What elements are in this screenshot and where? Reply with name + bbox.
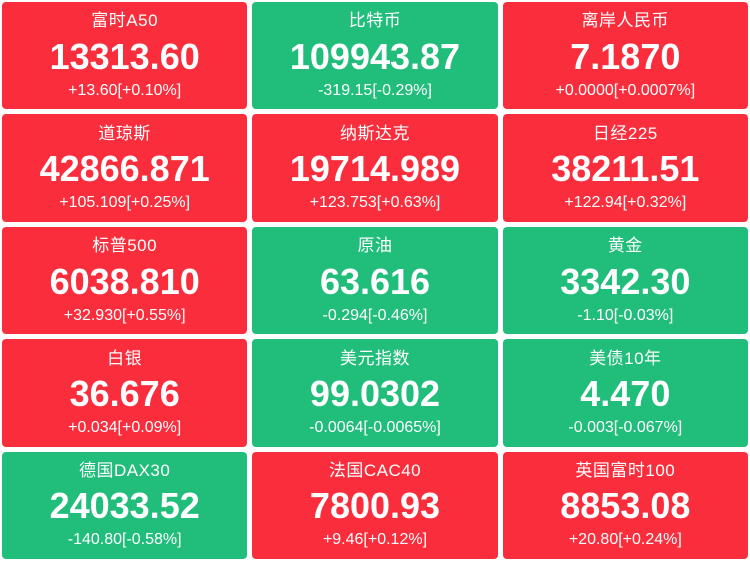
market-tile-13[interactable]: 法国CAC40 7800.93 +9.46[+0.12%] [252, 451, 498, 559]
market-tile-3[interactable]: 道琼斯 42866.871 +105.109[+0.25%] [2, 114, 248, 222]
market-value: 99.0302 [309, 372, 441, 414]
market-tile-1[interactable]: 比特币 109943.87 -319.15[-0.29%] [252, 2, 498, 110]
market-name: 法国CAC40 [328, 460, 422, 480]
market-value: 13313.60 [49, 35, 200, 77]
market-value: 6038.810 [49, 260, 200, 302]
market-value: 19714.989 [289, 148, 461, 190]
market-change: -0.294[-0.46%] [322, 306, 428, 324]
market-change: +105.109[+0.25%] [59, 194, 191, 212]
market-name: 黄金 [607, 236, 643, 256]
market-tile-8[interactable]: 黄金 3342.30 -1.10[-0.03%] [502, 226, 748, 335]
market-value: 36.676 [69, 372, 180, 414]
market-name: 原油 [357, 236, 393, 256]
market-value: 7800.93 [309, 485, 441, 527]
market-tile-9[interactable]: 白银 36.676 +0.034[+0.09%] [2, 339, 248, 447]
market-change: +0.034[+0.09%] [68, 419, 182, 437]
market-change: +20.80[+0.24%] [568, 531, 682, 549]
market-name: 富时A50 [91, 11, 159, 31]
market-name: 比特币 [348, 11, 402, 31]
market-change: -140.80[-0.58%] [67, 531, 182, 549]
market-value: 42866.871 [39, 148, 210, 190]
market-name: 离岸人民币 [581, 11, 670, 31]
market-value: 109943.87 [289, 35, 461, 77]
market-value: 63.616 [319, 260, 431, 302]
market-change: +9.46[+0.12%] [322, 531, 428, 549]
market-name: 标普500 [92, 236, 158, 256]
market-change: +122.94[+0.32%] [564, 194, 687, 212]
market-tile-6[interactable]: 标普500 6038.810 +32.930[+0.55%] [2, 226, 248, 335]
market-tile-4[interactable]: 纳斯达克 19714.989 +123.753[+0.63%] [252, 114, 498, 222]
market-name: 日经225 [592, 123, 658, 143]
market-value: 7.1870 [570, 35, 681, 77]
market-name: 英国富时100 [575, 460, 676, 480]
market-change: +13.60[+0.10%] [68, 81, 182, 99]
market-value: 4.470 [580, 372, 671, 414]
market-change: +123.753[+0.63%] [309, 194, 441, 212]
market-name: 道琼斯 [98, 123, 151, 143]
market-value: 3342.30 [560, 260, 691, 302]
market-value: 24033.52 [49, 485, 200, 527]
market-value: 38211.51 [551, 148, 700, 190]
market-change: -0.0064[-0.0065%] [309, 419, 441, 437]
market-tile-11[interactable]: 美债10年 4.470 -0.003[-0.067%] [502, 339, 748, 447]
market-name: 美债10年 [589, 348, 662, 368]
market-tile-14[interactable]: 英国富时100 8853.08 +20.80[+0.24%] [502, 451, 748, 559]
market-tile-10[interactable]: 美元指数 99.0302 -0.0064[-0.0065%] [252, 339, 498, 447]
market-name: 美元指数 [339, 348, 410, 368]
market-name: 白银 [107, 348, 143, 368]
market-name: 德国DAX30 [78, 460, 171, 480]
market-change: -319.15[-0.29%] [318, 81, 432, 99]
market-tile-12[interactable]: 德国DAX30 24033.52 -140.80[-0.58%] [2, 451, 248, 559]
market-change: -0.003[-0.067%] [568, 419, 683, 437]
market-tile-0[interactable]: 富时A50 13313.60 +13.60[+0.10%] [2, 2, 248, 110]
market-name: 纳斯达克 [339, 123, 410, 143]
market-value: 8853.08 [560, 485, 691, 527]
market-tile-2[interactable]: 离岸人民币 7.1870 +0.0000[+0.0007%] [502, 2, 748, 110]
market-tile-5[interactable]: 日经225 38211.51 +122.94[+0.32%] [502, 114, 748, 222]
market-tile-7[interactable]: 原油 63.616 -0.294[-0.46%] [252, 226, 498, 335]
market-change: -1.10[-0.03%] [577, 306, 674, 324]
market-change: +32.930[+0.55%] [63, 306, 186, 324]
market-change: +0.0000[+0.0007%] [555, 81, 696, 99]
